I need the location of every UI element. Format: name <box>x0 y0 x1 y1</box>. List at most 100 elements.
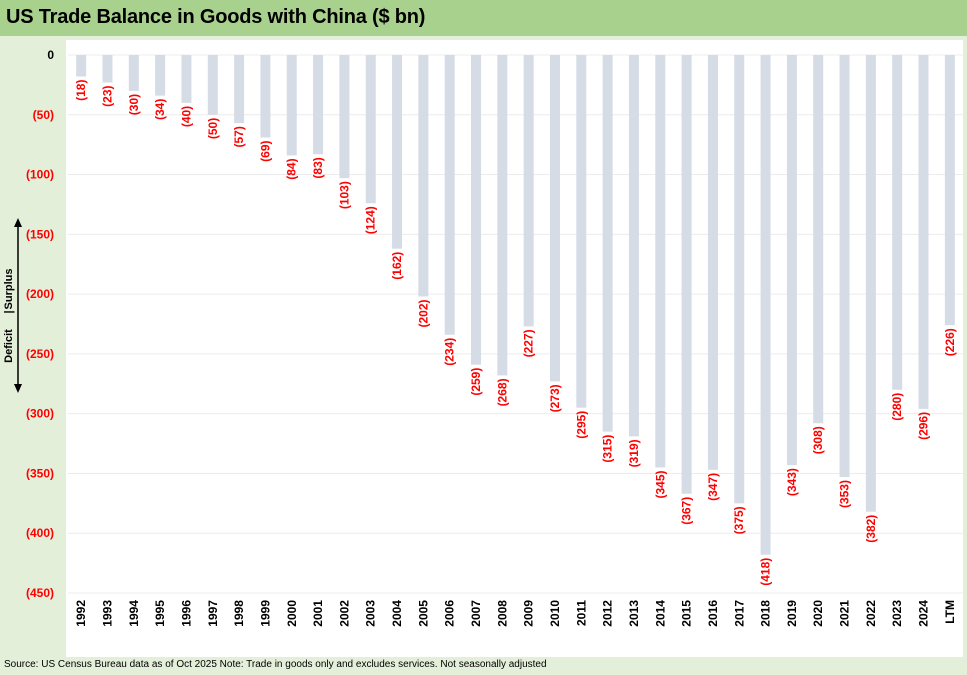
title-bar: US Trade Balance in Goods with China ($ … <box>0 0 967 36</box>
bar <box>865 55 876 512</box>
bar <box>549 55 560 382</box>
data-label: (103) <box>337 181 351 209</box>
data-label: (50) <box>206 118 220 139</box>
data-label: (353) <box>838 480 852 508</box>
bar <box>892 55 903 390</box>
data-label: (319) <box>627 439 641 467</box>
bar <box>839 55 850 478</box>
x-tick-label: 2007 <box>469 600 483 627</box>
source-note: Source: US Census Bureau data as of Oct … <box>4 659 547 670</box>
x-tick-label: 2023 <box>890 600 904 627</box>
bar <box>234 55 245 124</box>
data-label: (418) <box>759 558 773 586</box>
x-tick-label: 2012 <box>601 600 615 627</box>
data-label: (273) <box>548 384 562 412</box>
x-tick-label: 2008 <box>495 600 509 627</box>
bar <box>760 55 771 555</box>
x-tick-label: 1999 <box>258 600 272 627</box>
bar <box>655 55 666 468</box>
x-tick-label: 2018 <box>759 600 773 627</box>
x-tick-label: 2013 <box>627 600 641 627</box>
y-tick-label: (300) <box>26 407 54 421</box>
bar <box>102 55 113 83</box>
x-tick-label: 2015 <box>680 600 694 627</box>
y-tick-label: (150) <box>26 227 54 241</box>
x-tick-label: 2009 <box>522 600 536 627</box>
data-label: (259) <box>469 368 483 396</box>
data-label: (382) <box>864 515 878 543</box>
data-label: (280) <box>890 393 904 421</box>
bar <box>786 55 797 466</box>
x-tick-label: 2017 <box>732 600 746 627</box>
data-label: (234) <box>443 338 457 366</box>
bar <box>260 55 271 138</box>
x-tick-label: 2024 <box>917 600 931 627</box>
bar <box>313 55 324 155</box>
x-tick-label: 1992 <box>74 600 88 627</box>
bar <box>813 55 824 424</box>
bar <box>392 55 403 249</box>
y-tick-label: (400) <box>26 526 54 540</box>
bar <box>681 55 692 494</box>
bar <box>628 55 639 437</box>
x-tick-label: 2010 <box>548 600 562 627</box>
y-tick-label: (450) <box>26 586 54 600</box>
bar <box>181 55 192 103</box>
bar <box>576 55 587 408</box>
arrow-up-icon <box>14 218 22 227</box>
data-label: (375) <box>732 506 746 534</box>
data-label: (226) <box>943 328 957 356</box>
x-tick-label: 2022 <box>864 600 878 627</box>
bar <box>339 55 350 179</box>
bar <box>523 55 534 327</box>
x-tick-label: 2000 <box>285 600 299 627</box>
bar <box>918 55 929 409</box>
data-label: (315) <box>601 435 615 463</box>
data-label: (308) <box>811 426 825 454</box>
x-tick-label: LTM <box>943 600 957 624</box>
data-label: (40) <box>179 106 193 127</box>
y-tick-label: (350) <box>26 466 54 480</box>
data-label: (202) <box>416 300 430 328</box>
data-label: (295) <box>574 411 588 439</box>
x-tick-label: 1997 <box>206 600 220 627</box>
x-tick-label: 2021 <box>838 600 852 627</box>
bar <box>734 55 745 504</box>
bar <box>497 55 508 376</box>
bar <box>444 55 455 335</box>
data-label: (296) <box>917 412 931 440</box>
bar <box>707 55 718 470</box>
bar <box>944 55 955 326</box>
data-label: (23) <box>100 85 114 106</box>
bar <box>76 55 87 77</box>
data-label: (268) <box>495 378 509 406</box>
data-label: (347) <box>706 473 720 501</box>
y-tick-label: (200) <box>26 287 54 301</box>
x-tick-label: 1995 <box>153 600 167 627</box>
x-tick-label: 2004 <box>390 600 404 627</box>
data-label: (367) <box>680 497 694 525</box>
y-tick-label: 0 <box>47 48 54 62</box>
bar <box>602 55 613 432</box>
x-tick-label: 2005 <box>416 600 430 627</box>
bar <box>365 55 376 204</box>
annotation-separator: | <box>3 310 15 313</box>
bar <box>207 55 218 115</box>
data-label: (84) <box>285 158 299 179</box>
data-label: (227) <box>522 329 536 357</box>
annotation-surplus-label: Surplus <box>3 269 15 310</box>
x-tick-label: 2002 <box>337 600 351 627</box>
x-tick-label: 2014 <box>653 600 667 627</box>
data-label: (57) <box>232 126 246 147</box>
data-label: (18) <box>74 80 88 101</box>
x-tick-label: 2003 <box>364 600 378 627</box>
data-label: (345) <box>653 470 667 498</box>
x-tick-label: 2016 <box>706 600 720 627</box>
x-tick-label: 1993 <box>100 600 114 627</box>
y-tick-label: (50) <box>33 108 54 122</box>
x-tick-label: 2020 <box>811 600 825 627</box>
bar <box>286 55 297 156</box>
x-tick-label: 2001 <box>311 600 325 627</box>
arrow-down-icon <box>14 384 22 393</box>
data-label: (34) <box>153 99 167 120</box>
